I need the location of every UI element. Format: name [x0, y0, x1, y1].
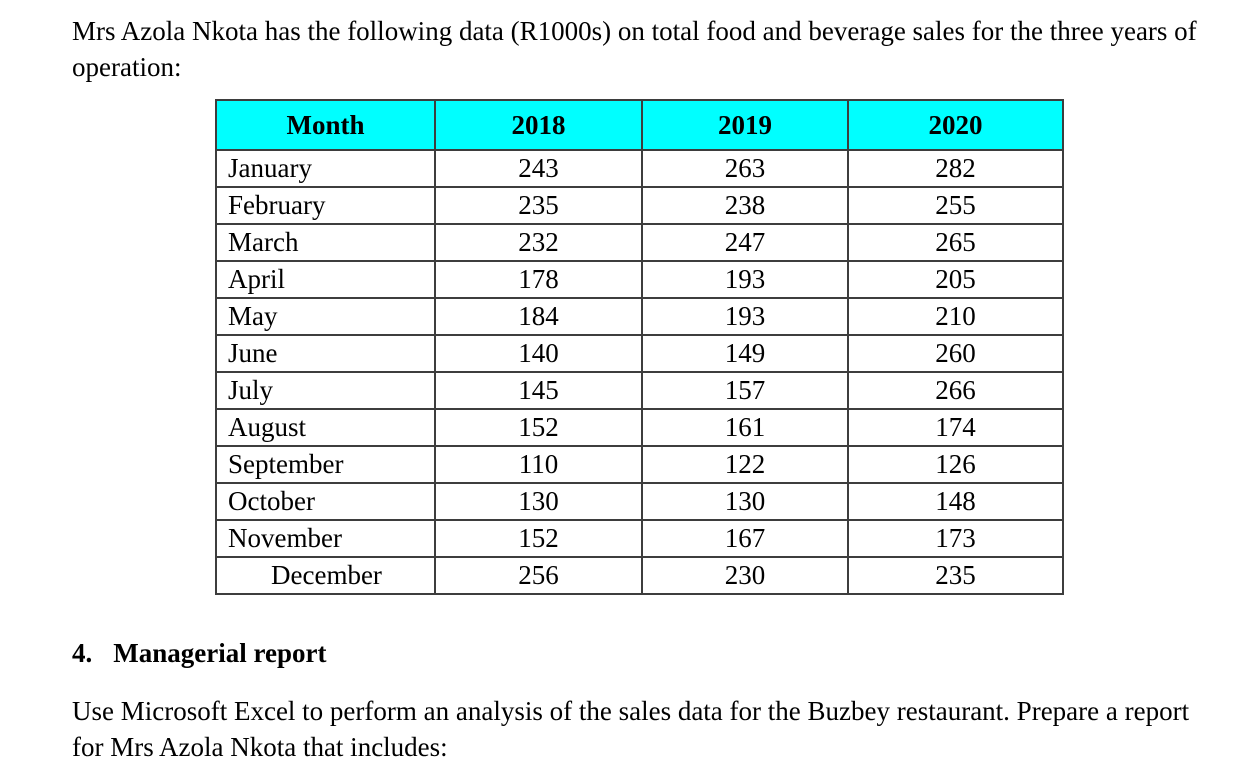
- month-cell: April: [215, 260, 436, 299]
- header-cell-2019: 2019: [641, 99, 849, 151]
- value-cell: 130: [641, 482, 849, 521]
- table-row: November 152 167 173: [215, 519, 1064, 558]
- month-cell: November: [215, 519, 436, 558]
- header-cell-month: Month: [215, 99, 436, 151]
- value-cell: 232: [434, 223, 643, 262]
- value-cell: 126: [847, 445, 1064, 484]
- value-cell: 263: [641, 149, 849, 188]
- value-cell: 193: [641, 260, 849, 299]
- table-row: May 184 193 210: [215, 297, 1064, 336]
- month-cell: May: [215, 297, 436, 336]
- month-cell: October: [215, 482, 436, 521]
- month-cell: January: [215, 149, 436, 188]
- month-cell: July: [215, 371, 436, 410]
- value-cell: 167: [641, 519, 849, 558]
- month-cell: March: [215, 223, 436, 262]
- value-cell: 238: [641, 186, 849, 225]
- value-cell: 235: [847, 556, 1064, 595]
- table-row: December 256 230 235: [215, 556, 1064, 595]
- table-row: October 130 130 148: [215, 482, 1064, 521]
- value-cell: 148: [847, 482, 1064, 521]
- closing-paragraph: Use Microsoft Excel to perform an analys…: [72, 696, 1190, 762]
- value-cell: 152: [434, 519, 643, 558]
- table-row: July 145 157 266: [215, 371, 1064, 410]
- value-cell: 247: [641, 223, 849, 262]
- value-cell: 174: [847, 408, 1064, 447]
- month-cell: December: [215, 556, 436, 595]
- table-row: September 110 122 126: [215, 445, 1064, 484]
- header-cell-2020: 2020: [847, 99, 1064, 151]
- value-cell: 173: [847, 519, 1064, 558]
- value-cell: 266: [847, 371, 1064, 410]
- table-body: January 243 263 282 February 235 238 255 March 23…: [215, 149, 1064, 595]
- value-cell: 110: [434, 445, 643, 484]
- table-row: June 140 149 260: [215, 334, 1064, 373]
- value-cell: 265: [847, 223, 1064, 262]
- intro-paragraph: Mrs Azola Nkota has the following data (…: [72, 16, 1197, 82]
- value-cell: 157: [641, 371, 849, 410]
- value-cell: 282: [847, 149, 1064, 188]
- value-cell: 260: [847, 334, 1064, 373]
- value-cell: 210: [847, 297, 1064, 336]
- table-row: August 152 161 174: [215, 408, 1064, 447]
- section-title: Managerial report: [113, 638, 327, 668]
- header-cell-2018: 2018: [434, 99, 643, 151]
- value-cell: 184: [434, 297, 643, 336]
- value-cell: 256: [434, 556, 643, 595]
- table-row: January 243 263 282: [215, 149, 1064, 188]
- month-cell: August: [215, 408, 436, 447]
- value-cell: 230: [641, 556, 849, 595]
- value-cell: 130: [434, 482, 643, 521]
- sales-table: Month 2018 2019 2020 January 243 263 282 Feb…: [215, 99, 1064, 595]
- section-number: 4.: [72, 638, 93, 668]
- value-cell: 145: [434, 371, 643, 410]
- value-cell: 243: [434, 149, 643, 188]
- section-heading: 4. Managerial report: [72, 635, 1206, 671]
- value-cell: 122: [641, 445, 849, 484]
- value-cell: 149: [641, 334, 849, 373]
- value-cell: 161: [641, 408, 849, 447]
- value-cell: 205: [847, 260, 1064, 299]
- value-cell: 255: [847, 186, 1064, 225]
- table-row: March 232 247 265: [215, 223, 1064, 262]
- table-header-row: Month 2018 2019 2020: [215, 99, 1064, 151]
- month-cell: September: [215, 445, 436, 484]
- table-row: April 178 193 205: [215, 260, 1064, 299]
- value-cell: 140: [434, 334, 643, 373]
- value-cell: 235: [434, 186, 643, 225]
- table-row: February 235 238 255: [215, 186, 1064, 225]
- value-cell: 178: [434, 260, 643, 299]
- month-cell: June: [215, 334, 436, 373]
- value-cell: 193: [641, 297, 849, 336]
- value-cell: 152: [434, 408, 643, 447]
- month-cell: February: [215, 186, 436, 225]
